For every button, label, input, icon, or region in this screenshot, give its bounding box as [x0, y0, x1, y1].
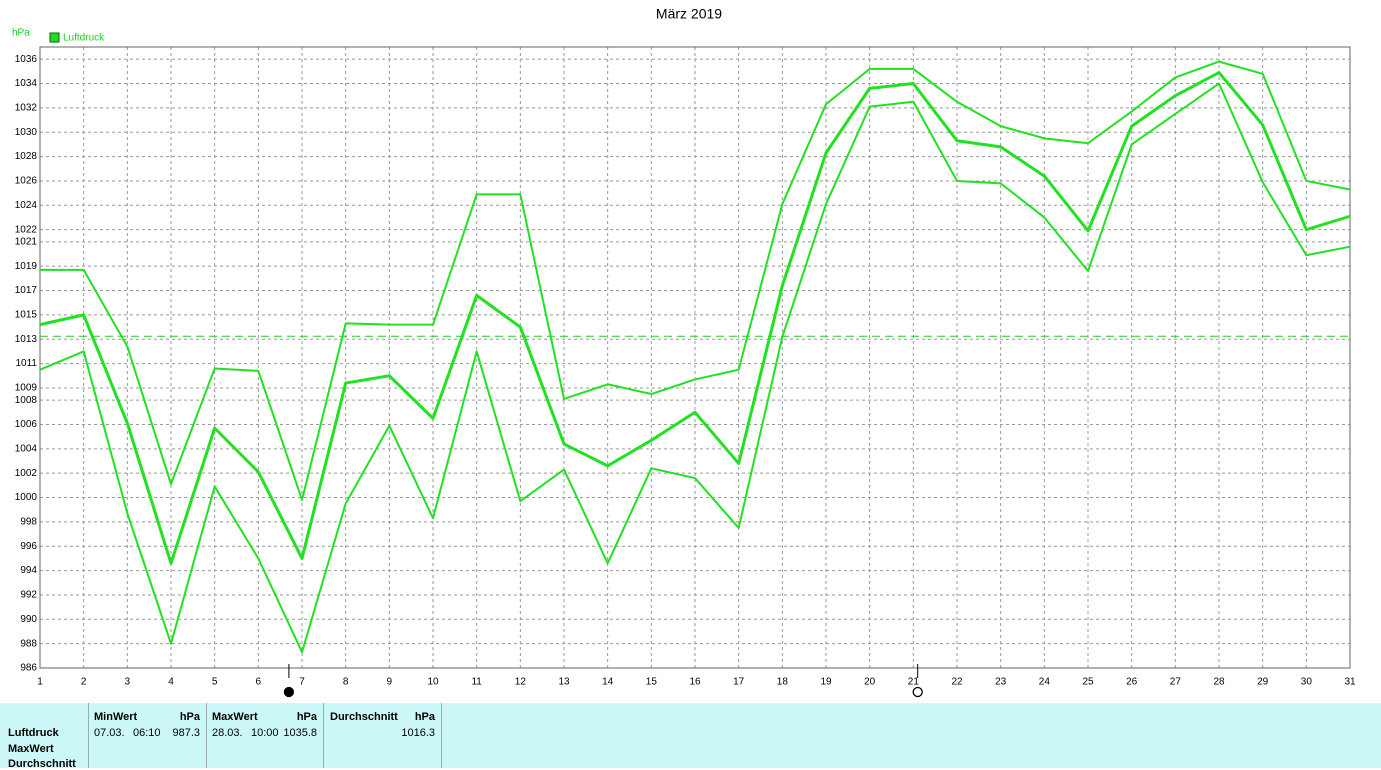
y-tick-label: 1008 [15, 395, 38, 406]
x-tick-label: 16 [689, 677, 701, 688]
y-tick-label: 1036 [15, 54, 38, 65]
y-tick-label: 992 [20, 590, 37, 601]
x-tick-label: 9 [387, 677, 393, 688]
y-tick-label: 1004 [15, 443, 38, 454]
x-tick-label: 14 [602, 677, 614, 688]
y-tick-label: 1006 [15, 419, 38, 430]
y-tick-label: 1032 [15, 103, 38, 114]
x-tick-label: 22 [951, 677, 963, 688]
unit: hPa [414, 711, 435, 723]
x-tick-label: 5 [212, 677, 218, 688]
row-label: Durchschnitt [8, 758, 76, 770]
y-tick-label: 1000 [15, 492, 38, 503]
y-tick-label: 1019 [15, 261, 38, 272]
y-tick-label: 1011 [15, 358, 37, 369]
header: MinWert [94, 711, 138, 723]
unit: hPa [296, 711, 317, 723]
y-tick-label: 1034 [15, 78, 38, 89]
value: 987.3 [172, 727, 200, 739]
min-column: MinWert hPa 07.03. 06:10 987.3 [89, 703, 207, 768]
y-tick-label: 990 [20, 614, 37, 625]
row-label: MaxWert [8, 743, 54, 755]
y-tick-label: 998 [20, 517, 37, 528]
y-tick-label: 1002 [15, 468, 38, 479]
date: 07.03. [94, 727, 125, 739]
legend-label: Luftdruck [63, 33, 105, 44]
x-tick-label: 30 [1301, 677, 1313, 688]
x-tick-label: 20 [864, 677, 876, 688]
row-label: Luftdruck [8, 727, 59, 739]
chart-title: März 2019 [656, 6, 722, 22]
y-tick-label: 986 [20, 663, 37, 674]
x-tick-label: 17 [733, 677, 745, 688]
x-tick-label: 8 [343, 677, 349, 688]
x-tick-label: 28 [1213, 677, 1225, 688]
y-tick-label: 1024 [15, 200, 38, 211]
y-tick-label: 1022 [15, 224, 38, 235]
y-tick-label: 1030 [15, 127, 38, 138]
x-tick-label: 23 [995, 677, 1007, 688]
x-tick-label: 18 [777, 677, 789, 688]
x-tick-label: 6 [256, 677, 262, 688]
date: 28.03. [212, 727, 243, 739]
avg-column: Durchschnitt hPa 1016.3 [324, 703, 442, 768]
x-tick-label: 1 [37, 677, 43, 688]
unit: hPa [179, 711, 200, 723]
max-column: MaxWert hPa 28.03. 10:00 1035.8 [207, 703, 324, 768]
y-tick-label: 1028 [15, 151, 38, 162]
y-tick-label: 1017 [15, 285, 38, 296]
y-tick-label: 1009 [15, 383, 38, 394]
moon-phase [283, 686, 295, 698]
series-line [39, 71, 1351, 565]
row-labels: Luftdruck MaxWert Durchschnitt [0, 703, 89, 770]
x-tick-label: 10 [427, 677, 439, 688]
x-tick-label: 25 [1082, 677, 1094, 688]
x-tick-label: 29 [1257, 677, 1269, 688]
header: Durchschnitt [330, 711, 398, 723]
x-tick-label: 3 [125, 677, 131, 688]
x-tick-label: 11 [471, 677, 482, 688]
x-tick-label: 2 [81, 677, 87, 688]
x-tick-label: 13 [558, 677, 570, 688]
legend-swatch [49, 32, 60, 43]
y-unit: hPa [12, 28, 30, 39]
y-tick-label: 994 [20, 565, 37, 576]
x-tick-label: 12 [515, 677, 527, 688]
y-tick-label: 1013 [15, 334, 38, 345]
x-tick-label: 15 [646, 677, 658, 688]
header: MaxWert [212, 711, 258, 723]
x-tick-label: 31 [1344, 677, 1356, 688]
chart: März 2019 hPa Luftdruck 9869889909929949… [12, 6, 1356, 698]
y-tick-label: 1021 [15, 236, 38, 247]
series-line [39, 82, 1351, 654]
y-tick-label: 1026 [15, 176, 38, 187]
x-tick-label: 19 [820, 677, 832, 688]
series-line [40, 60, 1351, 501]
x-tick-label: 7 [299, 677, 305, 688]
plot-frame [39, 46, 1351, 669]
y-tick-label: 1015 [15, 310, 38, 321]
x-tick-label: 24 [1039, 677, 1051, 688]
x-tick-label: 4 [168, 677, 174, 688]
value: 1016.3 [401, 727, 435, 739]
x-tick-label: 27 [1170, 677, 1182, 688]
stats-table: Luftdruck MaxWert Durchschnitt MinWert h… [0, 703, 1381, 770]
x-tick-label: 26 [1126, 677, 1138, 688]
moon-phase [912, 686, 923, 698]
y-tick-label: 988 [20, 638, 37, 649]
time: 10:00 [251, 727, 279, 739]
value: 1035.8 [283, 727, 317, 739]
time: 06:10 [133, 727, 161, 739]
x-tick-label: 21 [908, 677, 920, 688]
y-tick-label: 996 [20, 541, 37, 552]
